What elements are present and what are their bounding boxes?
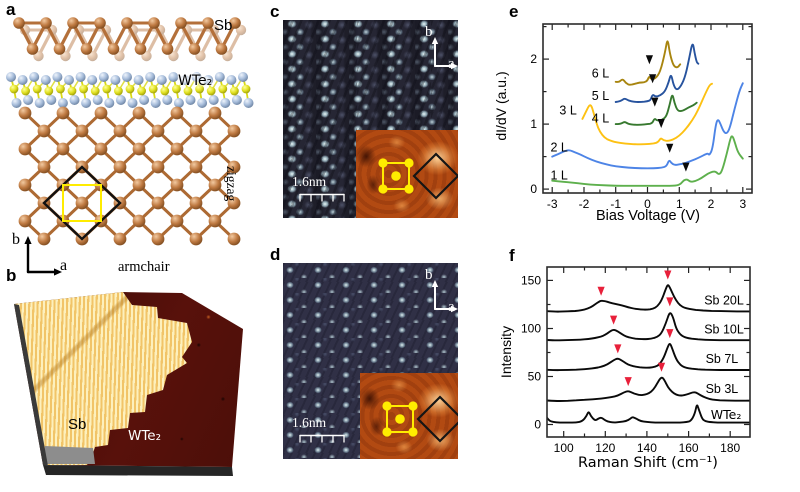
svg-text:2 L: 2 L xyxy=(551,141,568,155)
stm-zoom-inset xyxy=(360,373,458,459)
image-axes-arrows xyxy=(431,280,458,313)
raman-spectra-chart: 100 120 140 160 180 0 50 100 150 WTe₂ Sb 3L Sb 7L Sb… xyxy=(521,266,751,455)
stm-zoom-inset xyxy=(356,130,458,218)
zigzag-direction-label: zigzag xyxy=(224,166,239,202)
panel-d-letter: d xyxy=(270,245,281,264)
unit-cell-overlay xyxy=(378,152,458,200)
substrate-edge-face xyxy=(43,446,95,464)
svg-text:0: 0 xyxy=(534,418,541,432)
sb-top-view-lattice-model xyxy=(18,106,241,246)
panel-f-letter: f xyxy=(509,246,515,265)
stm-image-c: b a 1.6nm xyxy=(283,20,458,218)
svg-text:160: 160 xyxy=(679,441,699,455)
svg-text:-2: -2 xyxy=(579,197,590,211)
scalebar-ruler xyxy=(299,434,345,443)
panel-b-letter: b xyxy=(6,266,17,285)
raman-x-axis-title: Raman Shift (cm⁻¹) xyxy=(578,455,718,471)
svg-text:100: 100 xyxy=(521,322,541,336)
svg-text:Sb 7L: Sb 7L xyxy=(706,352,739,366)
sb-region-label: Sb xyxy=(68,416,87,433)
crystal-axes-arrows xyxy=(24,236,62,276)
axis-b-label: b xyxy=(425,24,433,40)
scalebar-label: 1.6nm xyxy=(292,415,327,430)
svg-text:WTe₂: WTe₂ xyxy=(711,407,742,422)
svg-text:4 L: 4 L xyxy=(592,111,609,125)
svg-text:2: 2 xyxy=(708,197,715,211)
panel-c-letter: c xyxy=(270,2,280,21)
svg-text:3: 3 xyxy=(739,197,746,211)
svg-text:-1: -1 xyxy=(610,197,621,211)
svg-text:180: 180 xyxy=(720,441,740,455)
svg-text:120: 120 xyxy=(595,441,615,455)
stm-image-d: b a 1.6nm xyxy=(283,263,458,459)
raman-y-axis-title: Intensity xyxy=(498,325,514,379)
svg-text:0: 0 xyxy=(530,182,537,196)
image-axes-arrows xyxy=(431,37,458,70)
didv-spectra-chart: -3 -2 -1 0 1 2 3 0 1 2 1 L 2 L 3 L 4 L 5 L 6 L xyxy=(530,23,753,211)
panel-e-letter: e xyxy=(509,2,519,21)
unit-cell-overlay xyxy=(382,395,458,443)
axis-b-label: b xyxy=(12,231,20,248)
wte2-layer-label: WTe₂ xyxy=(178,73,213,89)
svg-text:6 L: 6 L xyxy=(592,66,609,80)
svg-text:1 L: 1 L xyxy=(551,168,568,182)
svg-text:2: 2 xyxy=(530,52,537,66)
stm-3d-topograph: Sb WTe₂ xyxy=(10,285,252,485)
scalebar-ruler xyxy=(299,193,345,202)
svg-text:3 L: 3 L xyxy=(559,104,576,118)
svg-text:100: 100 xyxy=(554,441,574,455)
svg-text:Sb 20L: Sb 20L xyxy=(704,294,744,308)
axis-a-label: a xyxy=(448,56,455,72)
panel-a-letter: a xyxy=(6,0,16,19)
didv-x-axis-title: Bias Voltage (V) xyxy=(596,208,700,224)
armchair-direction-label: armchair xyxy=(118,259,170,275)
didv-y-axis-title: dI/dV (a.u.) xyxy=(493,71,509,141)
svg-text:1: 1 xyxy=(676,197,683,211)
svg-text:5 L: 5 L xyxy=(592,89,609,103)
svg-text:-3: -3 xyxy=(547,197,558,211)
axis-b-label: b xyxy=(425,267,433,283)
scalebar-label: 1.6nm xyxy=(292,174,327,189)
axis-a-label: a xyxy=(60,257,68,274)
wte2-region-label: WTe₂ xyxy=(128,428,162,444)
svg-text:140: 140 xyxy=(637,441,657,455)
sb-island-striped-terrace xyxy=(14,292,192,465)
svg-text:Sb 10L: Sb 10L xyxy=(704,322,744,336)
wte2-side-view-model xyxy=(6,72,254,108)
svg-text:Sb 3L: Sb 3L xyxy=(706,382,739,396)
svg-text:0: 0 xyxy=(644,197,651,211)
svg-text:1: 1 xyxy=(530,117,537,131)
svg-text:50: 50 xyxy=(528,370,542,384)
sb-layer-label: Sb xyxy=(214,17,233,34)
sb-bilayer-side-view-model xyxy=(13,17,247,62)
slab-bottom-face xyxy=(43,465,233,476)
svg-text:150: 150 xyxy=(521,273,541,287)
axis-a-label: a xyxy=(448,299,455,315)
